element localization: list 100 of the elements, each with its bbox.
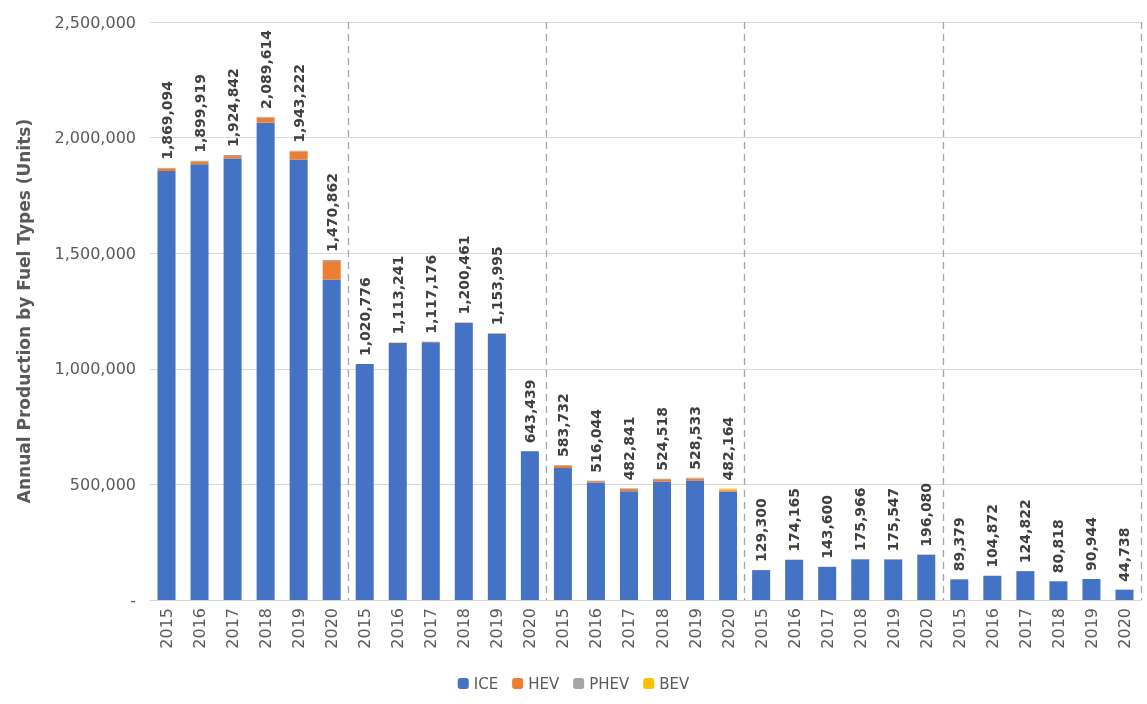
total-label: 175,547 [885,487,902,552]
x-tick-label: 2020 [718,608,738,649]
x-tick-label: 2016 [190,608,210,649]
total-label: 90,944 [1083,516,1100,571]
bar [1049,581,1068,600]
bar [520,451,539,600]
bar [884,559,903,600]
bar [686,480,705,600]
total-label: 1,470,862 [323,173,340,252]
bar [917,554,936,600]
total-label: 482,164 [720,416,737,481]
legend-label: ICE [473,674,499,693]
x-tick-label: 2015 [751,608,771,649]
x-tick-label: 2017 [421,608,441,649]
total-label: 44,738 [1116,527,1133,582]
bar [983,575,1002,600]
x-tick-label: 2016 [982,608,1002,649]
x-tick-label: 2016 [388,608,408,649]
bar [289,159,308,600]
x-tick-label: 2019 [685,608,705,649]
x-tick-label: 2019 [883,608,903,649]
x-tick-label: 2018 [454,608,474,649]
bar [223,158,242,600]
x-tick-label: 2015 [355,608,375,649]
bar [1016,571,1035,600]
x-tick-label: 2018 [652,608,672,649]
bar [289,151,308,160]
x-tick-label: 2018 [850,608,870,649]
bar [388,343,407,600]
y-tick-label: 500,000 [69,474,136,494]
total-label: 129,300 [753,498,770,563]
bar [256,117,275,123]
x-tick-label: 2020 [322,608,342,649]
total-label: 89,379 [951,517,968,572]
x-tick-label: 2016 [784,608,804,649]
y-axis-title: Annual Production by Fuel Types (Units) [13,118,34,504]
bar [355,364,374,600]
bar [950,579,969,600]
y-tick-label: 2,000,000 [54,128,136,148]
x-tick-label: 2019 [1081,608,1101,649]
bar [553,468,572,600]
bar [454,322,473,600]
bar [586,482,605,600]
total-label: 1,020,776 [356,277,373,356]
bar [1115,589,1134,600]
y-tick-label: - [130,590,136,610]
x-tick-label: 2020 [520,608,540,649]
bar [157,171,176,600]
bar [619,491,638,600]
bar [653,481,672,600]
total-label: 1,153,995 [488,246,505,326]
bar [322,279,341,600]
total-label: 174,165 [786,487,803,552]
x-tick-label: 2015 [157,608,177,649]
y-tick-label: 1,500,000 [54,243,136,263]
total-label: 2,089,614 [257,29,274,109]
total-label: 482,841 [620,416,637,481]
x-tick-label: 2015 [553,608,573,649]
x-tick-label: 2015 [949,608,969,649]
x-tick-label: 2018 [256,608,276,649]
bar [719,491,738,600]
total-label: 143,600 [819,494,836,559]
bar [487,333,506,600]
total-label: 1,924,842 [224,68,241,147]
bar [322,261,341,280]
total-label: 80,818 [1050,519,1067,574]
total-label: 1,869,094 [158,80,175,160]
total-label: 516,044 [587,408,604,473]
total-label: 1,113,241 [389,255,406,335]
bar [785,559,804,600]
x-tick-label: 2019 [289,608,309,649]
x-tick-label: 2020 [916,608,936,649]
total-label: 124,822 [1017,499,1034,564]
total-label: 528,533 [687,406,704,470]
x-tick-label: 2017 [1015,608,1035,649]
x-tick-label: 2019 [487,608,507,649]
total-label: 1,200,461 [455,235,472,315]
bar [818,566,837,600]
total-label: 524,518 [654,406,671,471]
x-tick-label: 2020 [1114,608,1134,649]
bar [190,164,209,600]
bar [851,559,870,600]
legend-label: PHEV [589,674,630,693]
bar [256,122,275,600]
x-tick-label: 2017 [223,608,243,649]
total-label: 1,899,919 [191,73,208,153]
total-label: 175,966 [852,487,869,552]
y-tick-label: 1,000,000 [54,359,136,379]
legend-label: HEV [528,674,560,693]
total-label: 1,943,222 [290,63,307,143]
bar [421,342,440,600]
legend-label: BEV [659,674,690,693]
x-tick-label: 2017 [619,608,639,649]
total-label: 643,439 [521,379,538,444]
bar [1082,578,1101,600]
total-label: 196,080 [918,482,935,547]
y-tick-label: 2,500,000 [54,12,136,32]
total-label: 583,732 [554,393,571,458]
total-label: 1,117,176 [422,254,439,334]
x-tick-label: 2016 [586,608,606,649]
